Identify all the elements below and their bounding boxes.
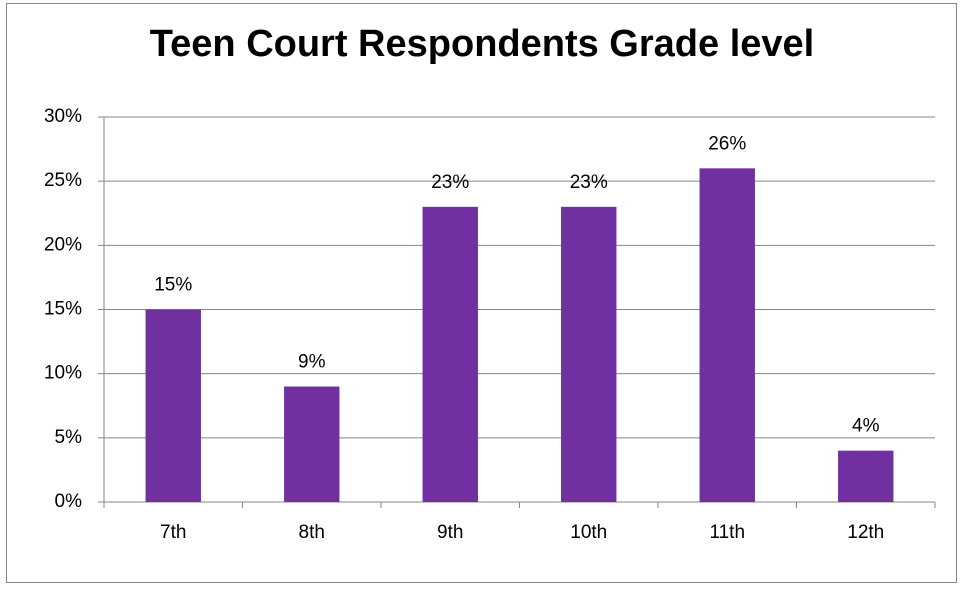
x-tick-label: 9th [437, 522, 463, 543]
y-tick-label: 30% [44, 106, 82, 127]
chart-title: Teen Court Respondents Grade level [150, 23, 814, 65]
bar [561, 206, 617, 503]
data-label: 23% [570, 172, 608, 193]
data-label: 4% [852, 416, 880, 437]
data-label: 15% [154, 275, 192, 296]
y-tick-label: 15% [44, 299, 82, 320]
bar [699, 168, 755, 503]
data-label: 9% [298, 352, 326, 373]
y-tick-label: 0% [55, 491, 83, 512]
bar [145, 309, 201, 502]
data-label: 23% [431, 172, 469, 193]
y-tick-label: 5% [55, 427, 83, 448]
x-tick-label: 11th [709, 522, 745, 543]
bar [284, 386, 340, 502]
x-tick-label: 10th [570, 522, 607, 543]
y-tick-label: 10% [44, 363, 82, 384]
x-tick-label: 8th [299, 522, 325, 543]
y-tick-label: 20% [44, 234, 82, 255]
data-label: 26% [708, 133, 746, 154]
bar [838, 450, 894, 502]
bar [422, 206, 478, 503]
x-tick-label: 7th [160, 522, 186, 543]
y-tick-label: 25% [44, 170, 82, 191]
x-tick-label: 12th [847, 522, 884, 543]
